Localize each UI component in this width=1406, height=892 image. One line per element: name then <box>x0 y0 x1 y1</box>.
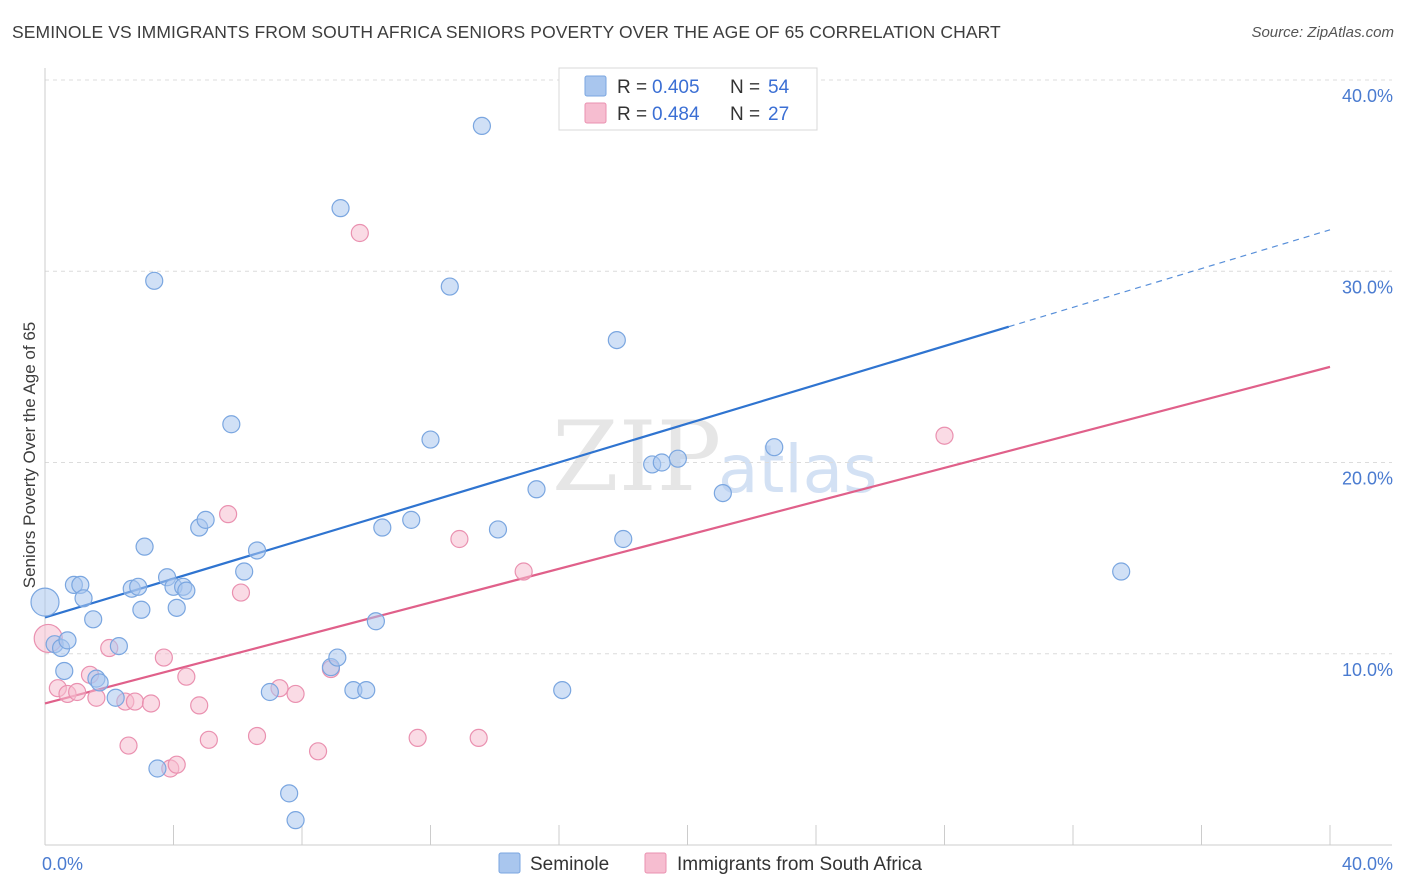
immigrants-point <box>141 694 161 713</box>
seminole-point <box>84 610 103 629</box>
seminole-point <box>58 631 77 650</box>
immigrants-point <box>87 688 106 707</box>
immigrants-point <box>286 684 305 704</box>
y-tick-label: 20.0% <box>1342 469 1393 489</box>
legend-swatch-seminole <box>584 75 607 97</box>
seminole-point <box>421 430 440 449</box>
chart-title: SEMINOLE VS IMMIGRANTS FROM SOUTH AFRICA… <box>12 22 1001 42</box>
series-legend-swatch-immigrants <box>644 852 667 874</box>
series-legend-label-immigrants: Immigrants from South Africa <box>677 854 922 875</box>
trendline-1 <box>44 365 1331 705</box>
seminole-point <box>373 518 392 537</box>
seminole-point <box>109 636 128 656</box>
seminole-point <box>132 600 151 619</box>
data-points <box>30 116 1131 830</box>
stats-legend: R = 0.405 N = 54 R = 0.484 N = 27 <box>558 67 818 131</box>
immigrants-point <box>469 728 488 748</box>
seminole-point <box>527 480 546 499</box>
seminole-point <box>286 811 305 830</box>
seminole-point <box>366 612 385 631</box>
legend-swatch-immigrants <box>584 102 607 124</box>
seminole-point <box>357 680 376 700</box>
tick-labels: 10.0% 20.0% 30.0% 40.0% 0.0% 40.0% <box>42 86 1393 874</box>
legend-n-value-seminole: 54 <box>768 77 790 98</box>
x-tick-label: 40.0% <box>1342 854 1393 874</box>
seminole-point <box>765 438 784 457</box>
immigrants-point <box>125 692 145 711</box>
seminole-point <box>55 661 74 681</box>
legend-r-label-seminole: R = <box>617 77 647 98</box>
y-tick-label: 30.0% <box>1342 277 1393 297</box>
seminole-point <box>652 453 671 472</box>
seminole-point <box>668 449 687 468</box>
seminole-point <box>402 510 421 529</box>
immigrants-point <box>450 529 469 549</box>
seminole-point <box>167 598 186 617</box>
immigrants-point <box>177 667 196 686</box>
seminole-point <box>713 484 732 503</box>
immigrants-point <box>199 730 218 749</box>
immigrants-point <box>247 726 267 746</box>
trendline-0 <box>44 325 1010 619</box>
seminole-point <box>488 520 508 539</box>
series-legend-label-seminole: Seminole <box>530 854 609 875</box>
seminole-point <box>74 589 93 608</box>
immigrants-point <box>308 742 328 761</box>
seminole-point <box>614 529 633 549</box>
legend-r-value-immigrants: 0.484 <box>652 104 700 125</box>
immigrants-point <box>231 583 251 602</box>
seminole-point <box>30 587 60 617</box>
legend-n-label-seminole: N = <box>730 77 760 98</box>
series-legend-swatch-seminole <box>498 852 521 874</box>
trendlines <box>44 229 1331 705</box>
immigrants-point <box>154 648 173 667</box>
seminole-point <box>177 581 196 600</box>
seminole-point <box>1112 562 1131 581</box>
seminole-point <box>472 116 491 136</box>
trendline-extension-0 <box>1008 229 1331 328</box>
legend-n-label-immigrants: N = <box>730 104 760 125</box>
immigrants-point <box>350 223 369 243</box>
immigrants-point <box>190 696 209 715</box>
seminole-point <box>235 562 254 581</box>
immigrants-point <box>408 728 427 748</box>
seminole-point <box>222 415 241 434</box>
seminole-point <box>145 271 164 290</box>
seminole-point <box>196 510 215 529</box>
axes <box>44 68 1392 846</box>
legend-r-label-immigrants: R = <box>617 104 647 125</box>
seminole-point <box>331 199 350 218</box>
seminole-point <box>260 682 279 702</box>
watermark-atlas: atlas <box>718 431 878 508</box>
y-tick-label: 40.0% <box>1342 86 1393 106</box>
immigrants-point <box>935 426 954 445</box>
immigrants-point <box>219 505 238 524</box>
source-credit: Source: ZipAtlas.com <box>1251 24 1394 41</box>
series-legend: Seminole Immigrants from South Africa <box>498 852 922 875</box>
seminole-point <box>106 688 125 707</box>
seminole-point <box>247 541 267 560</box>
legend-n-value-immigrants: 27 <box>768 104 789 125</box>
seminole-point <box>607 331 626 350</box>
y-axis-label: Seniors Poverty Over the Age of 65 <box>20 322 39 588</box>
seminole-point <box>553 680 572 700</box>
seminole-point <box>148 759 167 778</box>
seminole-point <box>90 673 109 692</box>
seminole-point <box>135 537 154 556</box>
immigrants-point <box>167 755 186 774</box>
seminole-point <box>440 277 459 296</box>
immigrants-point <box>68 682 87 702</box>
y-tick-label: 10.0% <box>1342 660 1393 680</box>
legend-r-value-seminole: 0.405 <box>652 77 700 98</box>
x-tick-label: 0.0% <box>42 854 83 874</box>
seminole-point <box>328 648 347 667</box>
seminole-point <box>280 784 299 803</box>
immigrants-point <box>514 562 533 581</box>
seminole-point <box>129 577 148 596</box>
immigrants-point <box>119 736 138 755</box>
